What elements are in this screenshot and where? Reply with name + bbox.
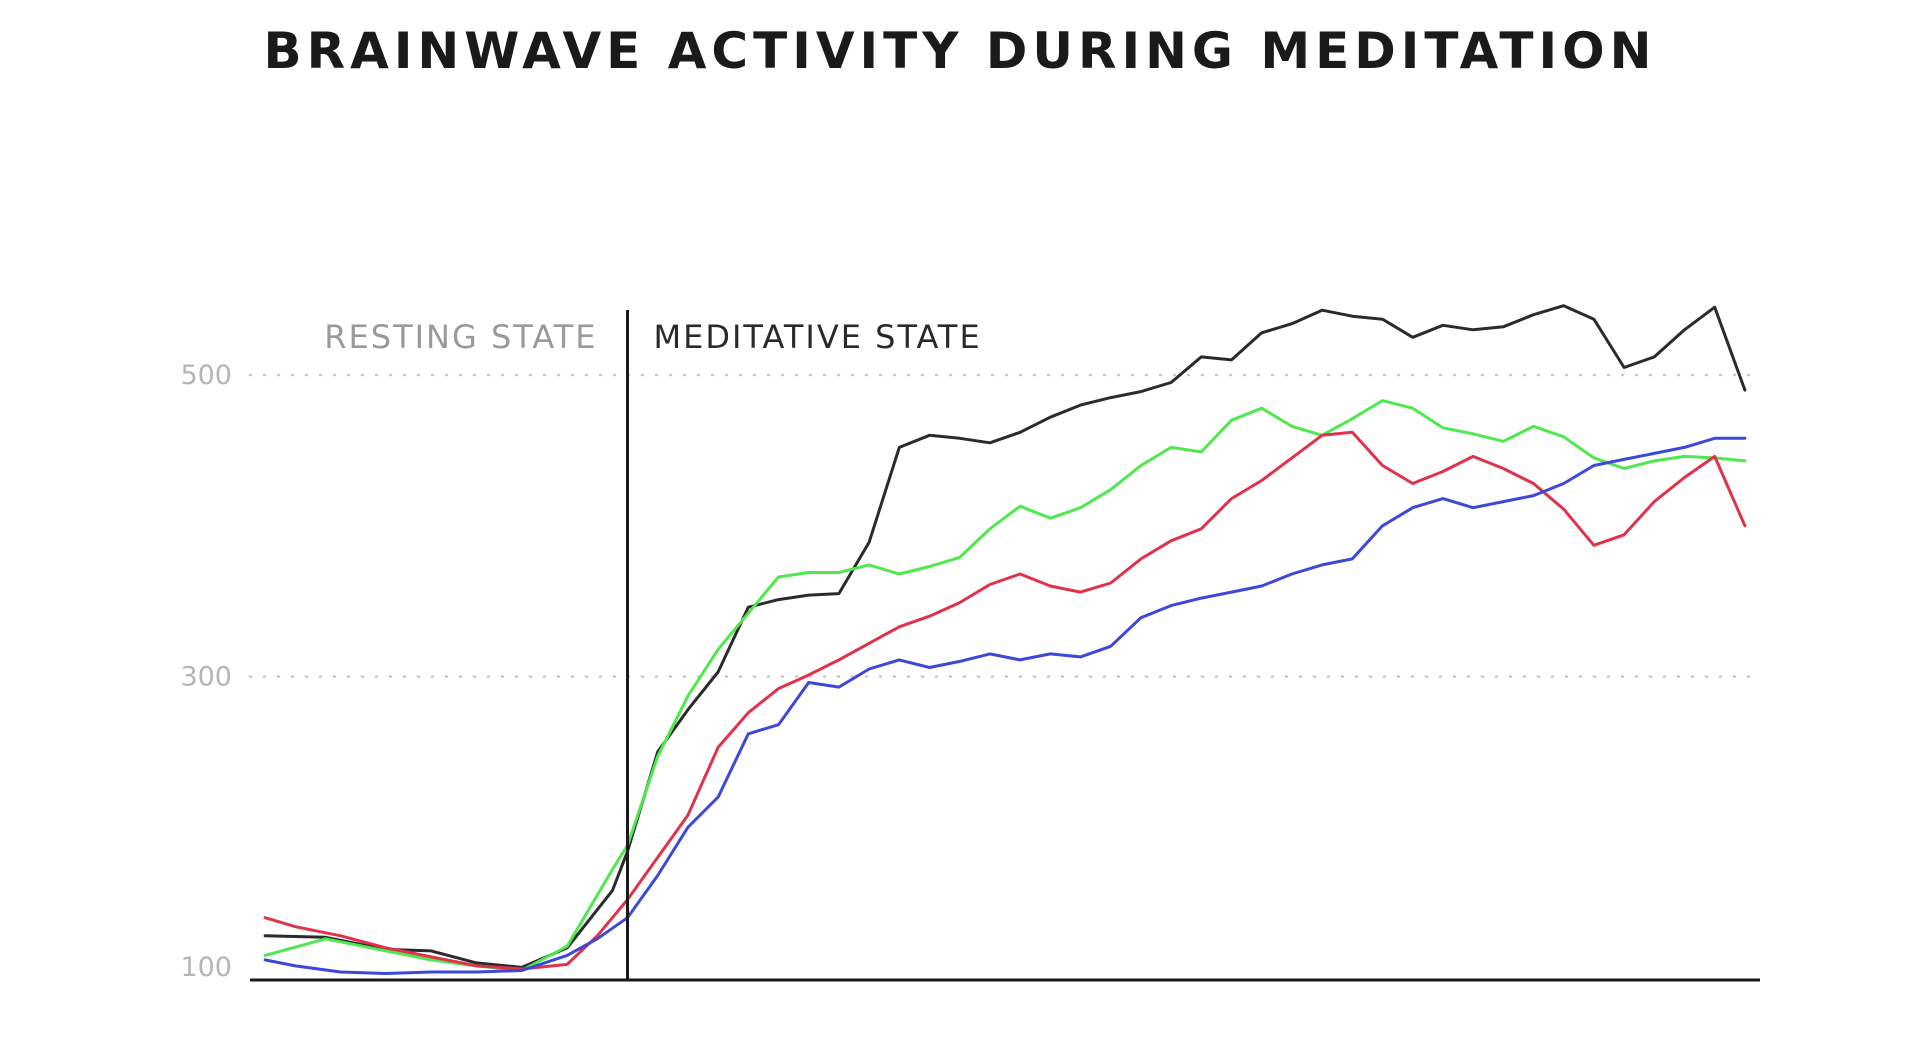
phase-label-meditative: MEDITATIVE STATE xyxy=(654,318,982,356)
y-axis-ticks: 100 300 500 xyxy=(180,360,232,983)
y-tick-label-500: 500 xyxy=(180,360,232,391)
y-tick-label-300: 300 xyxy=(180,662,232,693)
series-line-black xyxy=(263,304,1747,969)
series-lines xyxy=(263,304,1747,975)
chart-title: BRAINWAVE ACTIVITY DURING MEDITATION xyxy=(263,22,1657,80)
gridlines xyxy=(248,373,1752,678)
y-tick-label-100: 100 xyxy=(180,952,232,983)
phase-label-resting: RESTING STATE xyxy=(324,318,597,356)
phase-markers: RESTING STATE MEDITATIVE STATE xyxy=(324,310,982,980)
series-line-blue xyxy=(263,436,1747,975)
series-line-red xyxy=(263,430,1747,971)
series-line-green xyxy=(263,399,1747,972)
